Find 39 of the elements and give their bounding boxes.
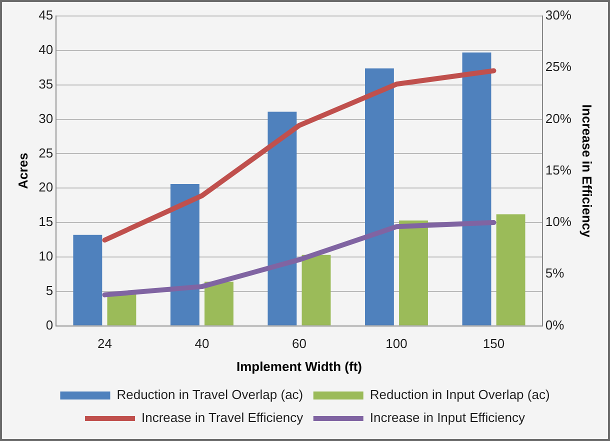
bar <box>496 214 526 326</box>
y-tick-label: 40 <box>38 42 54 57</box>
y2-tick-label: 0% <box>545 317 565 332</box>
y-tick-label: 25 <box>38 145 54 160</box>
y2-tick-label: 25% <box>545 59 572 74</box>
bar <box>302 254 331 326</box>
y-tick-label: 35 <box>38 76 54 92</box>
x-tick-label: 24 <box>97 336 112 352</box>
bar <box>170 184 200 326</box>
bar <box>462 52 492 326</box>
y-tick-label: 0 <box>46 317 54 332</box>
bar <box>399 220 428 326</box>
bar <box>73 234 102 326</box>
y2-tick-label: 15% <box>545 162 572 178</box>
x-tick-label: 100 <box>386 336 408 352</box>
x-axis-title: Implement Width (ft) <box>236 358 362 374</box>
y2-tick-label: 10% <box>545 214 572 230</box>
y-tick-label: 15 <box>38 214 54 230</box>
legend-label: Increase in Input Efficiency <box>370 410 526 426</box>
y2-tick-label: 20% <box>545 110 572 126</box>
y2-tick-label: 30% <box>545 8 572 23</box>
y-tick-label: 30 <box>38 110 54 126</box>
y2-axis-title: Increase in Efficiency <box>580 104 595 238</box>
bar <box>364 68 394 326</box>
x-tick-label: 60 <box>292 336 306 352</box>
legend-label: Increase in Travel Efficiency <box>142 410 304 426</box>
legend-label: Reduction in Travel Overlap (ac) <box>116 387 304 402</box>
y2-tick-label: 5% <box>545 266 565 281</box>
bar <box>268 112 297 326</box>
legend-label: Reduction in Input Overlap (ac) <box>370 387 550 402</box>
x-tick-label: 40 <box>194 336 210 352</box>
y-tick-label: 5 <box>46 282 54 298</box>
bar <box>204 282 234 326</box>
bar <box>107 292 136 326</box>
y-tick-label: 10 <box>38 248 54 264</box>
x-tick-label: 150 <box>482 336 505 352</box>
y-tick-label: 45 <box>38 8 54 23</box>
y-axis-title: Acres <box>15 152 30 189</box>
y-tick-label: 20 <box>38 180 54 195</box>
